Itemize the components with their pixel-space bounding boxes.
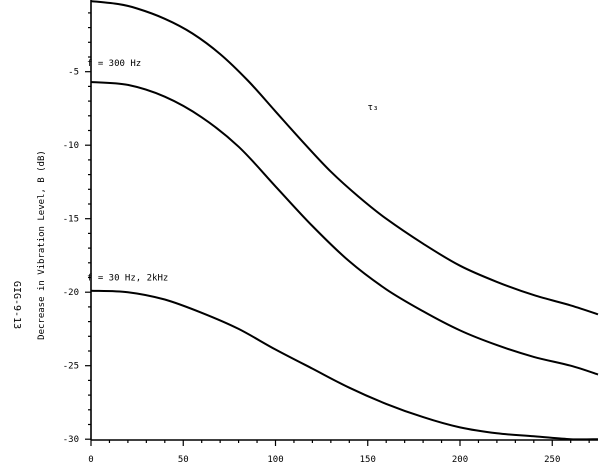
y-tick-label: -20	[63, 288, 79, 298]
annotation-3: τ₃	[367, 103, 378, 113]
figure-id: GIG-9-13	[11, 281, 22, 329]
x-tick-label: 250	[544, 455, 560, 465]
series-line-2	[90, 81, 599, 376]
x-tick-label: 0	[88, 455, 93, 465]
y-tick-label: -5	[68, 68, 79, 78]
annotation-1: f = 300 Hz	[87, 59, 141, 69]
x-tick-label: 100	[267, 455, 283, 465]
axes	[90, 0, 598, 441]
y-axis-label: Decrease in Vibration Level, B (dB)	[37, 150, 47, 340]
series-line-3	[90, 289, 599, 441]
series-line-1	[90, 0, 599, 316]
annotation-2: f = 30 Hz, 2kHz	[87, 273, 168, 283]
ticks: -5 -10 -15 -20 -25 -30 0 50 100 150 200 250	[63, 12, 590, 465]
y-tick-label: -30	[63, 435, 79, 445]
x-tick-label: 50	[178, 455, 189, 465]
y-tick-label: -10	[63, 141, 79, 151]
y-tick-label: -25	[63, 362, 79, 372]
x-tick-label: 150	[360, 455, 376, 465]
x-tick-label: 200	[452, 455, 468, 465]
y-tick-label: -15	[63, 215, 79, 225]
curves	[90, 0, 599, 441]
annotations: f = 300 Hz f = 30 Hz, 2kHz τ₃	[87, 59, 378, 284]
